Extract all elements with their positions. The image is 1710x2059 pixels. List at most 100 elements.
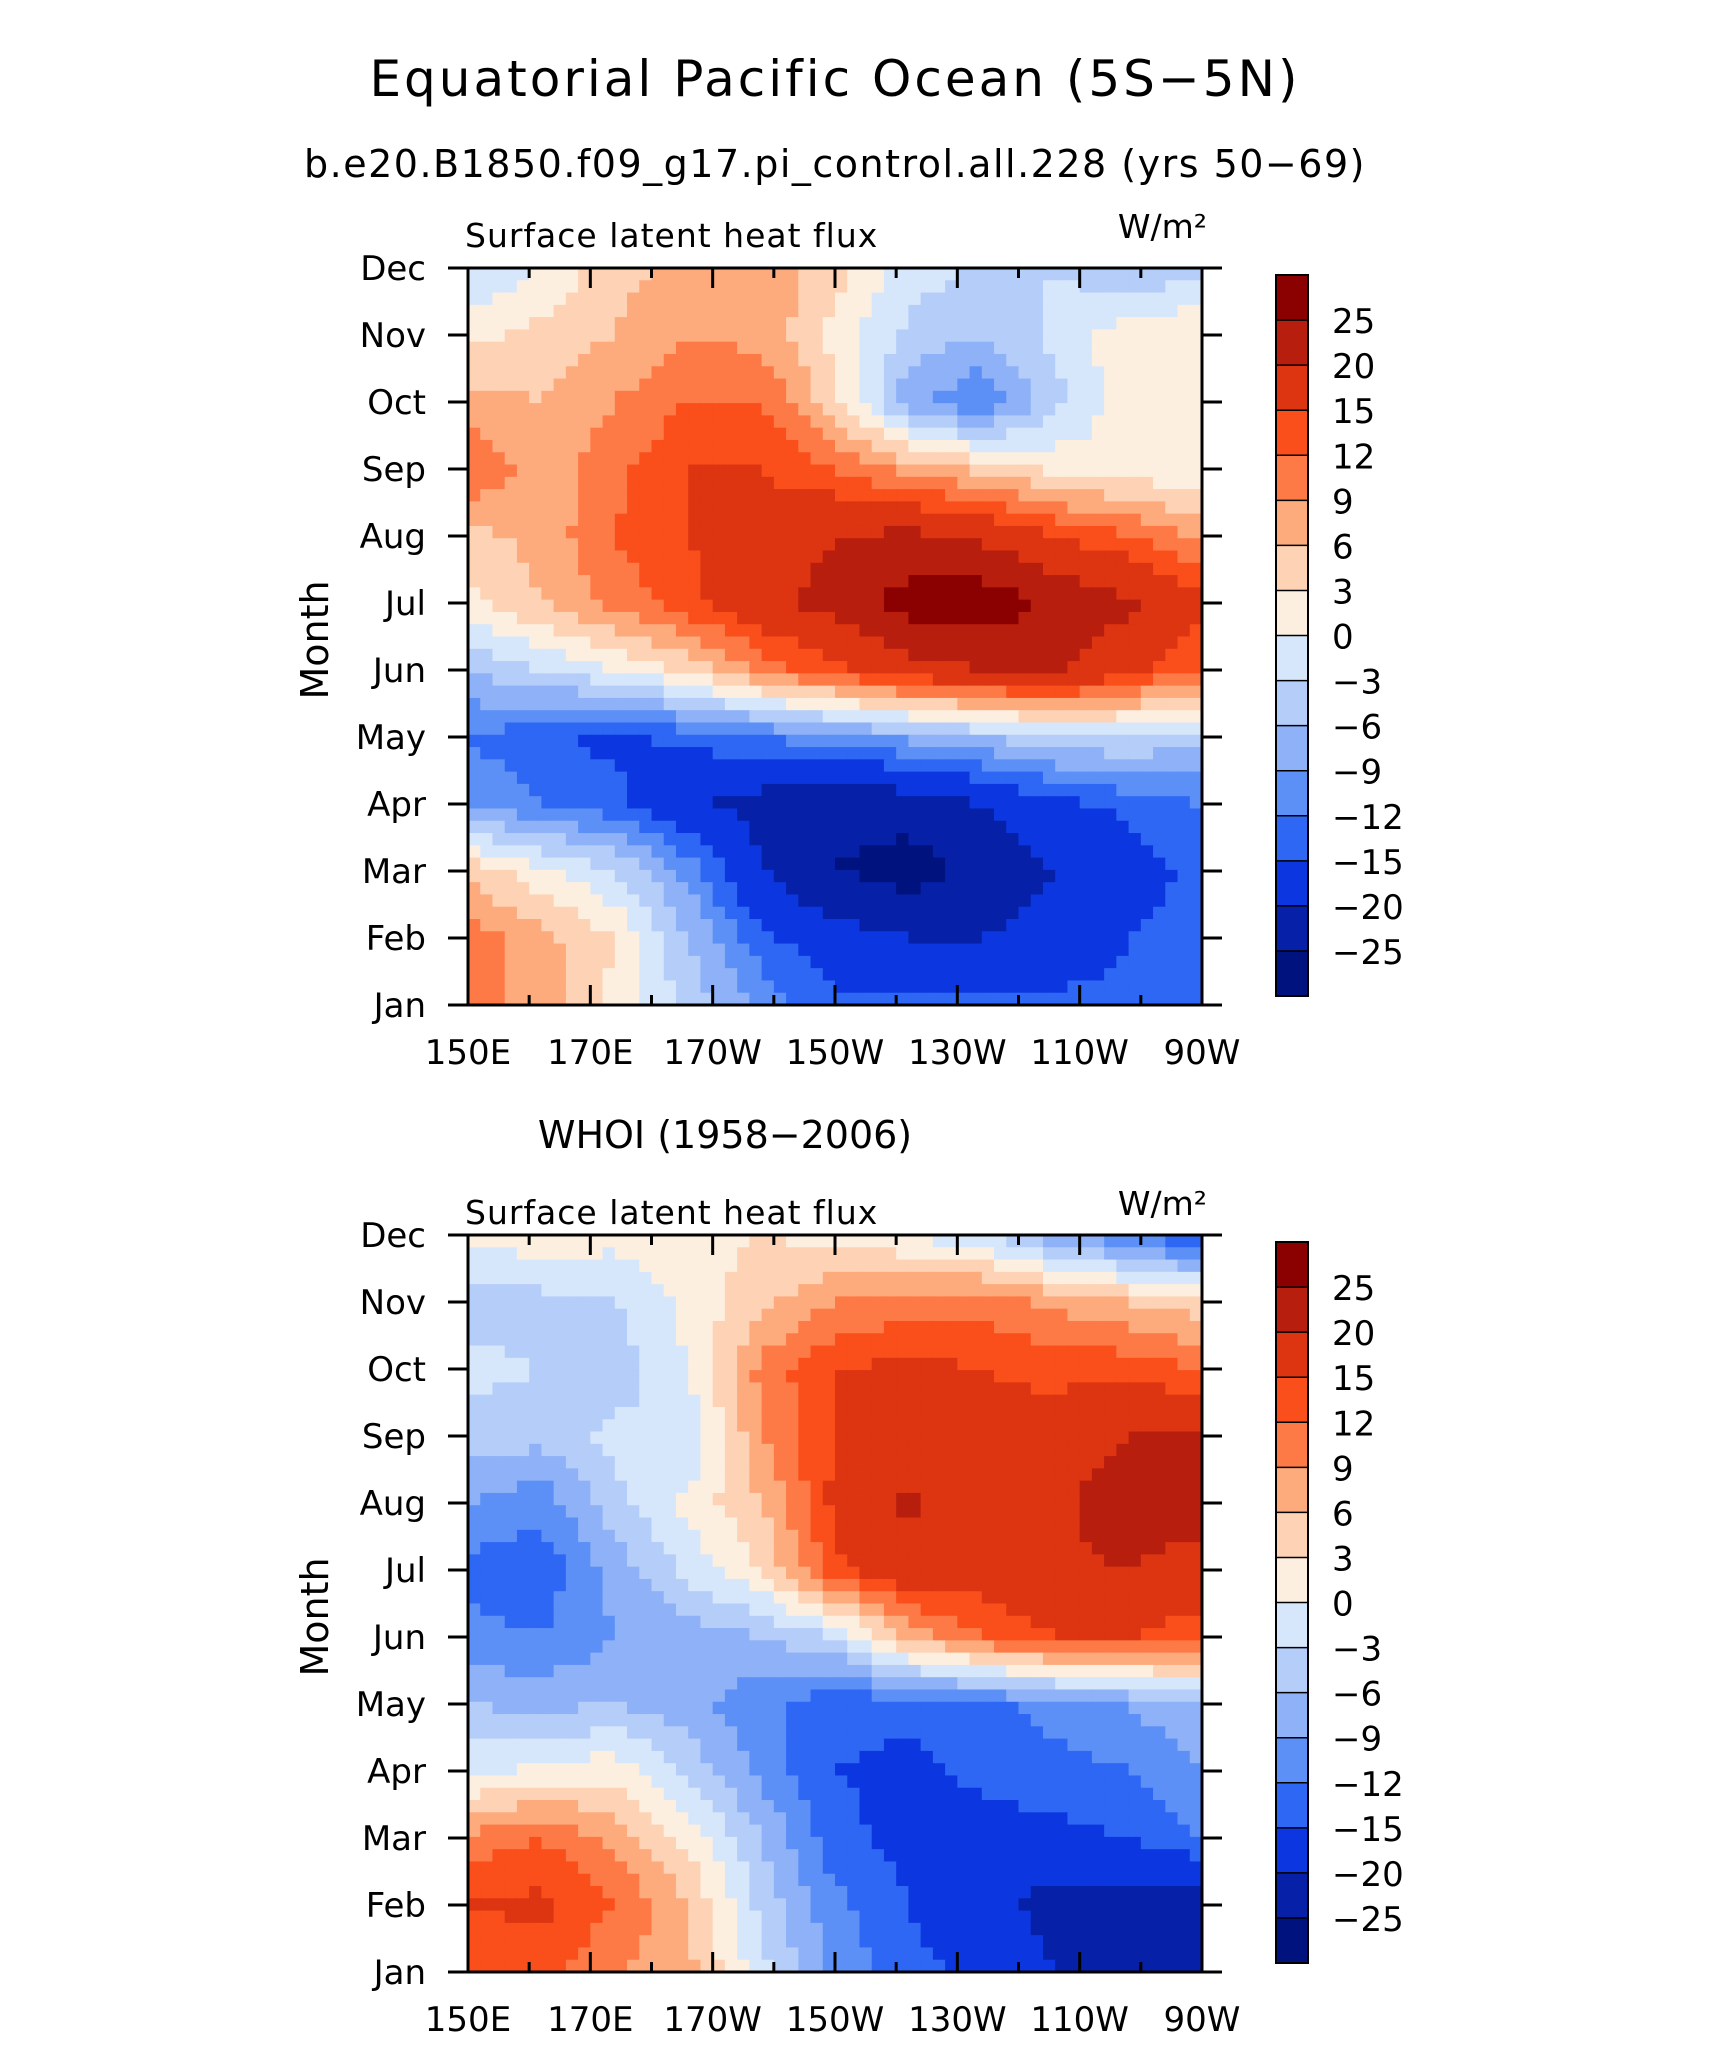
field-cell bbox=[798, 611, 812, 625]
field-cell bbox=[737, 280, 750, 294]
field-cell bbox=[810, 439, 824, 453]
field-cell bbox=[994, 329, 1007, 343]
field-cell bbox=[1030, 1259, 1044, 1273]
field-cell bbox=[504, 919, 518, 932]
field-cell bbox=[1153, 501, 1166, 515]
field-cell bbox=[883, 538, 897, 552]
field-cell bbox=[1177, 329, 1191, 343]
field-cell bbox=[932, 415, 946, 429]
field-cell bbox=[835, 415, 848, 429]
field-cell bbox=[504, 1320, 518, 1334]
colorbar-box bbox=[1276, 725, 1308, 772]
field-cell bbox=[1140, 636, 1154, 650]
field-cell bbox=[932, 833, 946, 846]
field-cell bbox=[492, 1320, 506, 1334]
field-cell bbox=[1116, 464, 1130, 478]
field-cell bbox=[614, 550, 628, 564]
field-cell bbox=[504, 1419, 518, 1433]
field-cell bbox=[553, 833, 567, 846]
field-cell bbox=[504, 1370, 518, 1383]
field-cell bbox=[1165, 624, 1179, 638]
field-cell bbox=[553, 1333, 567, 1347]
field-cell bbox=[1055, 636, 1069, 650]
field-cell bbox=[651, 1382, 665, 1396]
field-cell bbox=[700, 329, 714, 343]
field-cell bbox=[1153, 1357, 1166, 1371]
field-cell bbox=[675, 710, 689, 724]
field-cell bbox=[761, 1431, 775, 1445]
field-cell bbox=[920, 415, 934, 429]
field-cell bbox=[749, 538, 763, 552]
field-cell bbox=[492, 366, 506, 380]
field-cell bbox=[1067, 1431, 1081, 1445]
field-cell bbox=[700, 575, 714, 588]
field-cell bbox=[969, 280, 983, 294]
field-cell bbox=[1091, 538, 1105, 552]
field-cell bbox=[749, 599, 763, 613]
field-cell bbox=[614, 403, 628, 416]
field-cell bbox=[761, 366, 775, 380]
field-cell bbox=[798, 734, 812, 748]
field-cell bbox=[1067, 1480, 1081, 1494]
field-cell bbox=[1055, 415, 1069, 429]
field-cell bbox=[822, 1284, 836, 1298]
field-cell bbox=[1116, 390, 1130, 404]
field-cell bbox=[1104, 820, 1117, 834]
field-cell bbox=[957, 1247, 971, 1261]
field-cell bbox=[749, 845, 763, 859]
field-cell bbox=[1067, 452, 1081, 466]
field-cell bbox=[1055, 648, 1069, 662]
panel-whoi-left-label: Surface latent heat flux bbox=[465, 1193, 878, 1232]
field-cell bbox=[565, 1296, 579, 1310]
field-cell bbox=[1165, 611, 1179, 625]
field-cell bbox=[749, 575, 763, 588]
field-cell bbox=[920, 501, 934, 515]
field-cell bbox=[1104, 648, 1117, 662]
field-cell bbox=[565, 575, 579, 588]
field-cell bbox=[896, 857, 909, 871]
field-cell bbox=[1165, 1468, 1179, 1482]
field-cell bbox=[1055, 562, 1069, 576]
field-cell bbox=[614, 894, 628, 908]
field-cell bbox=[908, 1259, 922, 1273]
field-cell bbox=[945, 894, 958, 908]
field-cell bbox=[1006, 292, 1020, 306]
field-cell bbox=[578, 575, 591, 588]
field-cell bbox=[761, 1247, 775, 1261]
field-cell bbox=[553, 857, 567, 871]
field-cell bbox=[541, 796, 555, 810]
field-cell bbox=[565, 415, 579, 429]
field-cell bbox=[627, 280, 640, 294]
field-cell bbox=[786, 882, 799, 896]
field-cell bbox=[945, 845, 958, 859]
field-cell bbox=[969, 1320, 983, 1334]
field-cell bbox=[1165, 992, 1179, 1006]
field-cell bbox=[786, 685, 799, 699]
field-cell bbox=[737, 869, 750, 883]
field-cell bbox=[1091, 587, 1105, 601]
field-cell bbox=[1042, 415, 1056, 429]
field-cell bbox=[602, 317, 616, 331]
field-cell bbox=[529, 611, 542, 625]
field-cell bbox=[1018, 992, 1032, 1006]
field-cell bbox=[786, 513, 799, 527]
field-cell bbox=[504, 1456, 518, 1469]
field-cell bbox=[590, 710, 604, 724]
field-cell bbox=[908, 489, 922, 502]
field-cell bbox=[1091, 845, 1105, 859]
field-cell bbox=[492, 845, 506, 859]
field-cell bbox=[590, 648, 604, 662]
field-cell bbox=[712, 1468, 726, 1482]
field-cell bbox=[1165, 783, 1179, 797]
field-cell bbox=[1067, 833, 1081, 846]
field-cell bbox=[590, 280, 604, 294]
colorbar-label: −12 bbox=[1332, 798, 1404, 838]
field-cell bbox=[614, 1235, 628, 1248]
field-cell bbox=[1140, 869, 1154, 883]
field-cell bbox=[565, 1320, 579, 1334]
field-cell bbox=[847, 268, 861, 281]
field-cell bbox=[945, 1394, 958, 1408]
field-cell bbox=[798, 1247, 812, 1261]
field-cell bbox=[639, 403, 653, 416]
field-cell bbox=[1079, 661, 1093, 674]
